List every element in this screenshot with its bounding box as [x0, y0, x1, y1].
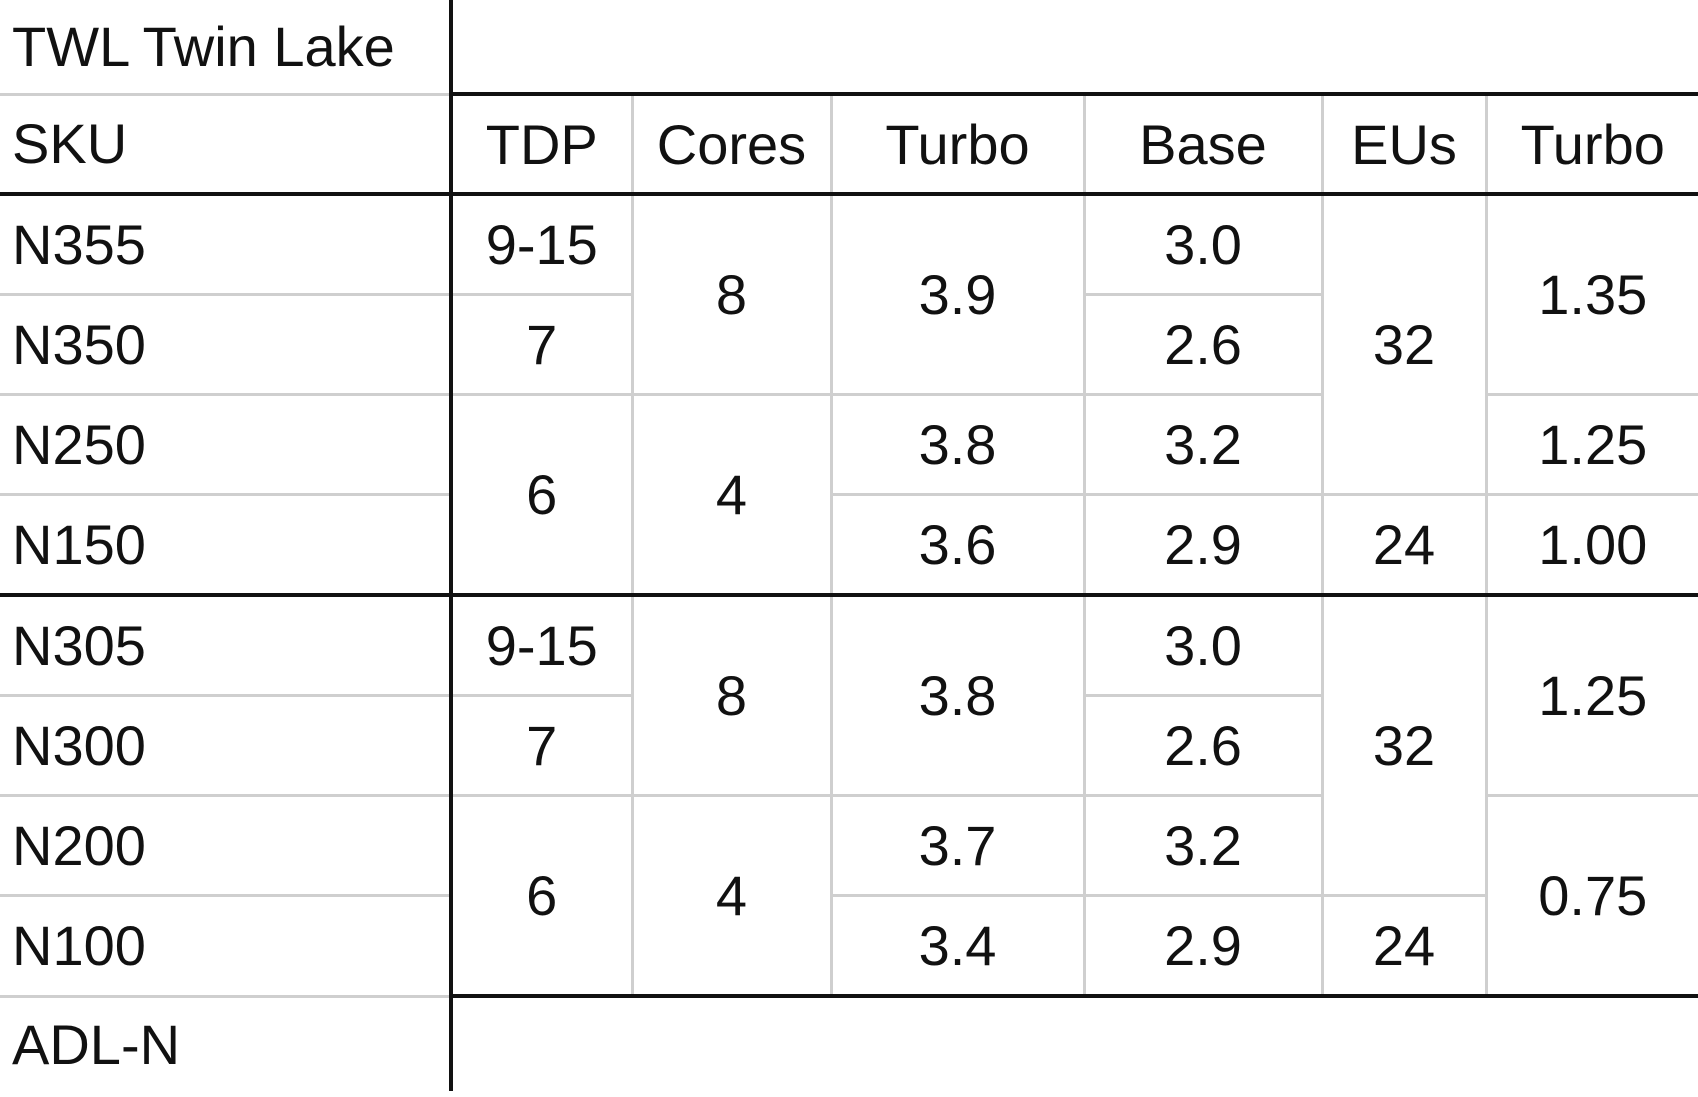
footer-row: ADL-N: [0, 994, 1698, 1091]
base-cell: 2.9: [1082, 493, 1324, 597]
gpu-turbo-cell: 1.35: [1484, 192, 1698, 396]
header-eus: EUs: [1320, 92, 1488, 196]
sku-cell: N305: [0, 593, 453, 697]
header-row: SKU TDP Cores Turbo Base EUs Turbo: [0, 92, 1698, 196]
gpu-turbo-cell: 1.25: [1484, 593, 1698, 797]
base-cell: 3.0: [1082, 593, 1324, 697]
turbo-cell: 3.8: [829, 393, 1086, 496]
turbo-cell: 3.7: [829, 794, 1086, 897]
sku-cell: N100: [0, 894, 453, 998]
title-row: TWL Twin Lake: [0, 0, 1698, 96]
header-turbo: Turbo: [829, 92, 1086, 196]
table-row: N200 6 4 3.7 3.2 0.75: [0, 794, 1698, 998]
eus-cell: 24: [1320, 493, 1488, 597]
gpu-turbo-cell: 1.00: [1484, 493, 1698, 597]
tdp-cell: 7: [449, 694, 634, 797]
table-row: N350 7 2.6: [0, 293, 1698, 396]
tdp-cell: 6: [449, 393, 634, 597]
turbo-cell: 3.8: [829, 593, 1086, 797]
eus-cell: 24: [1320, 894, 1486, 998]
base-cell: 2.9: [1082, 894, 1324, 998]
cores-cell: 4: [630, 393, 833, 597]
footer-label: ADL-N: [0, 994, 453, 1091]
title-spacer: [449, 0, 1698, 96]
footer-spacer: [449, 994, 1698, 1091]
table-row: N150 3.6 2.9 24 1.00: [0, 493, 1698, 597]
base-cell: 3.0: [1082, 192, 1324, 296]
base-cell: 2.6: [1082, 293, 1322, 396]
table-row: N305 9-15 8 3.8 3.0 32 1.25: [0, 593, 1698, 897]
header-cores: Cores: [630, 92, 833, 196]
cores-cell: 8: [630, 192, 833, 396]
cores-cell: 8: [630, 593, 833, 797]
gpu-turbo-cell: 1.25: [1484, 393, 1698, 496]
sku-cell: N350: [0, 293, 453, 396]
eus-cell: 32: [1320, 192, 1488, 496]
turbo-cell: 3.9: [829, 192, 1086, 396]
cores-cell: 4: [630, 794, 833, 998]
table-row: N300 7 2.6: [0, 694, 1698, 797]
sku-cell: N300: [0, 694, 453, 797]
sku-cell: N150: [0, 493, 453, 597]
sku-cell: N200: [0, 794, 453, 897]
tdp-cell: 9-15: [449, 192, 634, 296]
table-row: N355 9-15 8 3.9 3.0 32 1.35: [0, 192, 1698, 496]
sku-cell: N355: [0, 192, 453, 296]
tdp-cell: 6: [449, 794, 634, 998]
gpu-turbo-cell: 0.75: [1484, 794, 1698, 998]
tdp-cell: 7: [449, 293, 634, 396]
header-tdp: TDP: [449, 92, 634, 196]
sku-cell: N250: [0, 393, 453, 496]
base-cell: 3.2: [1082, 393, 1324, 496]
header-gpu-turbo: Turbo: [1484, 92, 1698, 196]
eus-cell: 32: [1320, 593, 1488, 897]
header-base: Base: [1082, 92, 1324, 196]
header-sku: SKU: [0, 92, 453, 196]
base-cell: 2.6: [1082, 694, 1322, 797]
base-cell: 3.2: [1082, 794, 1324, 897]
tdp-cell: 9-15: [449, 593, 634, 697]
table-row: N250 6 4 3.8 3.2 1.25: [0, 393, 1698, 597]
turbo-cell: 3.4: [829, 894, 1086, 998]
table-title: TWL Twin Lake: [0, 0, 453, 96]
table-row: N100 3.4 2.9 24: [0, 894, 1698, 998]
turbo-cell: 3.6: [829, 493, 1086, 597]
